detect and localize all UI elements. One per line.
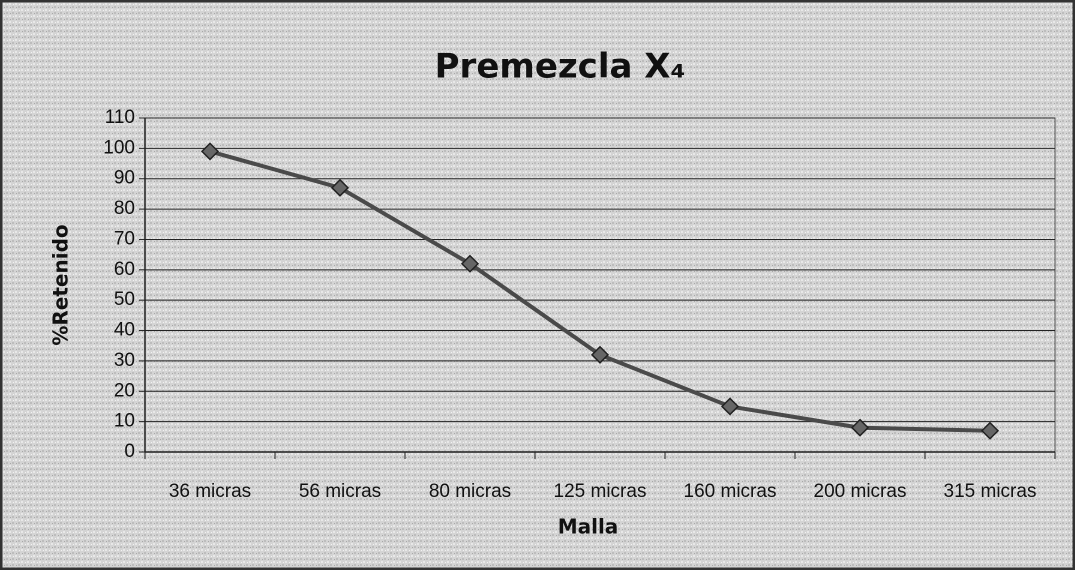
- y-tick-label: 30: [114, 350, 135, 371]
- y-tick-label: 60: [114, 259, 135, 280]
- data-point: [460, 254, 480, 273]
- y-tick-label: 20: [114, 380, 135, 401]
- x-tick-label: 80 micras: [429, 481, 511, 502]
- x-tick-label: 200 micras: [814, 481, 907, 502]
- data-point: [720, 397, 740, 416]
- y-tick-label: 70: [114, 228, 135, 249]
- x-tick-label: 36 micras: [169, 481, 251, 502]
- y-tick-label: 100: [103, 137, 135, 158]
- data-point: [850, 418, 870, 437]
- chart-title: Premezcla X₄: [435, 47, 686, 87]
- x-tick-label: 56 micras: [299, 481, 381, 502]
- y-tick-label: 80: [114, 198, 135, 219]
- data-point: [980, 421, 1000, 440]
- x-tick-label: 125 micras: [554, 481, 647, 502]
- data-point: [200, 142, 220, 161]
- x-axis-label: Malla: [558, 515, 619, 539]
- y-tick-label: 50: [114, 289, 135, 310]
- data-point: [590, 345, 610, 364]
- y-tick-label: 0: [124, 441, 135, 462]
- y-tick-label: 10: [114, 411, 135, 432]
- y-tick-label: 90: [114, 168, 135, 189]
- data-point: [330, 178, 350, 197]
- y-tick-label: 110: [105, 107, 135, 128]
- y-axis-label: %Retenido: [49, 224, 73, 345]
- y-tick-label: 40: [114, 320, 135, 341]
- x-tick-label: 315 micras: [944, 481, 1037, 502]
- x-tick-label: 160 micras: [684, 481, 777, 502]
